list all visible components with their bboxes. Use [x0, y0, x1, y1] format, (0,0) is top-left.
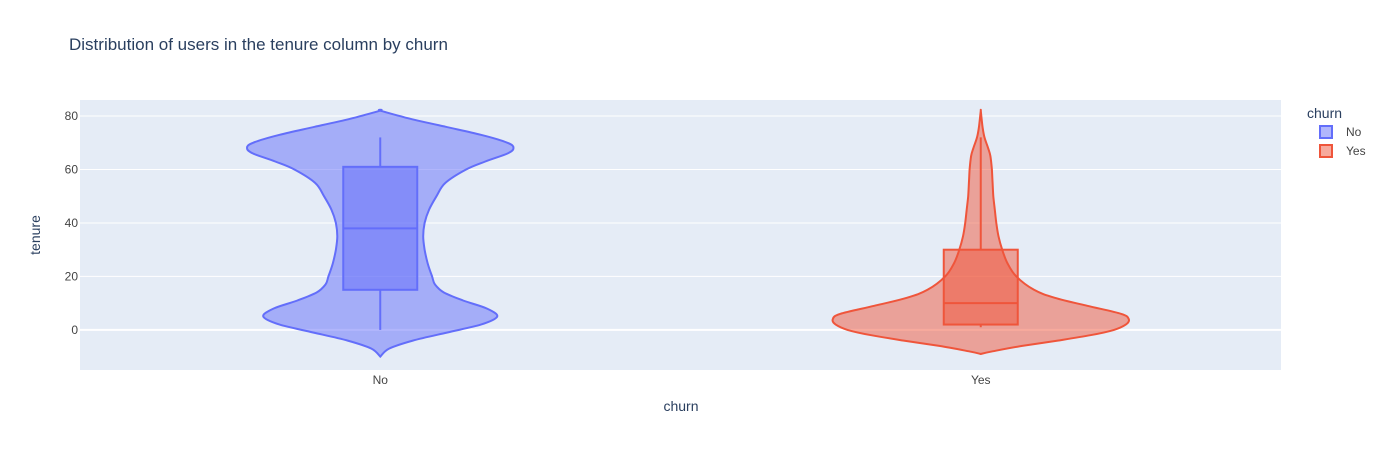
legend-item-yes[interactable]: Yes: [1319, 144, 1366, 158]
legend-title: churn: [1307, 105, 1342, 121]
y-tick-labels: 0 20 40 60 80: [65, 109, 79, 337]
legend-item-no[interactable]: No: [1319, 125, 1362, 139]
legend: churn No Yes: [1307, 105, 1366, 158]
legend-items: No Yes: [1319, 125, 1366, 158]
x-axis-title: churn: [663, 398, 698, 414]
y-tick-label: 20: [65, 269, 79, 283]
x-tick-label: No: [373, 373, 389, 387]
y-axis-title: tenure: [27, 215, 43, 255]
y-tick-label: 60: [65, 163, 79, 177]
violins: [245, 108, 1130, 358]
violin-no: [245, 108, 515, 358]
y-tick-label: 0: [71, 323, 78, 337]
violin-yes: [831, 108, 1130, 356]
chart-title: Distribution of users in the tenure colu…: [69, 35, 448, 54]
legend-swatch: [1319, 125, 1333, 139]
legend-swatch: [1319, 144, 1333, 158]
x-tick-labels: No Yes: [373, 373, 991, 387]
legend-label: Yes: [1346, 144, 1366, 158]
y-tick-label: 80: [65, 109, 79, 123]
legend-label: No: [1346, 125, 1362, 139]
x-tick-label: Yes: [971, 373, 991, 387]
box: [942, 248, 1019, 326]
y-tick-label: 40: [65, 216, 79, 230]
